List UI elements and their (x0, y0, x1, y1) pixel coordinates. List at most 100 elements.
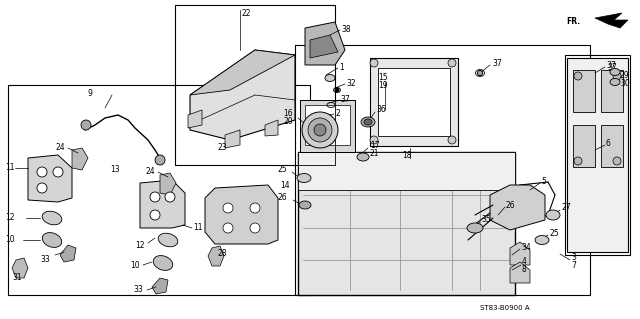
Ellipse shape (535, 235, 549, 244)
Text: 8: 8 (522, 265, 527, 275)
Ellipse shape (467, 223, 483, 233)
Text: ST83-B0900 A: ST83-B0900 A (480, 305, 530, 311)
Circle shape (250, 203, 260, 213)
Circle shape (53, 167, 63, 177)
Bar (298, 152, 515, 190)
Polygon shape (152, 278, 168, 294)
Circle shape (150, 192, 160, 202)
Polygon shape (510, 262, 530, 283)
Text: 33: 33 (133, 286, 143, 294)
Text: 24: 24 (55, 143, 65, 152)
Ellipse shape (158, 233, 178, 247)
Text: 25: 25 (549, 228, 559, 238)
Text: 12: 12 (5, 213, 15, 222)
Polygon shape (595, 13, 628, 28)
Polygon shape (72, 148, 88, 170)
Circle shape (250, 223, 260, 233)
Ellipse shape (299, 201, 311, 209)
Circle shape (223, 203, 233, 213)
Text: 31: 31 (12, 273, 22, 283)
Polygon shape (298, 152, 515, 295)
Ellipse shape (323, 116, 330, 120)
Text: 16: 16 (283, 108, 292, 117)
Text: 10: 10 (130, 261, 140, 270)
Ellipse shape (361, 117, 375, 127)
Text: 24: 24 (145, 167, 155, 175)
Circle shape (37, 183, 47, 193)
Text: 25: 25 (278, 166, 287, 174)
Ellipse shape (42, 211, 62, 225)
Ellipse shape (154, 256, 173, 271)
Ellipse shape (357, 153, 369, 161)
Bar (601, 125, 623, 167)
Bar (295, 45, 590, 295)
Circle shape (370, 136, 378, 144)
Polygon shape (208, 246, 224, 266)
Polygon shape (225, 130, 240, 148)
Text: 36: 36 (376, 106, 386, 115)
Bar (573, 125, 595, 167)
Polygon shape (60, 245, 76, 262)
Bar (601, 70, 623, 112)
Polygon shape (140, 180, 185, 228)
Text: 5: 5 (541, 176, 546, 186)
Circle shape (165, 192, 175, 202)
Text: 38: 38 (341, 25, 351, 33)
Text: 12: 12 (135, 241, 145, 249)
Polygon shape (188, 110, 202, 128)
Text: 30: 30 (620, 78, 630, 87)
Text: 32: 32 (346, 78, 356, 87)
Bar (8, 85, 310, 295)
Bar (305, 105, 350, 145)
Circle shape (370, 59, 378, 67)
Text: 11: 11 (193, 224, 202, 233)
Text: 18: 18 (402, 151, 412, 160)
Polygon shape (300, 100, 355, 152)
Circle shape (477, 70, 483, 76)
Polygon shape (190, 50, 295, 95)
Text: 7: 7 (571, 261, 576, 270)
Polygon shape (28, 155, 72, 202)
Circle shape (302, 112, 338, 148)
Bar (567, 58, 628, 252)
Text: 37: 37 (492, 58, 502, 68)
Polygon shape (510, 242, 530, 265)
Text: 29: 29 (620, 70, 630, 79)
Text: 4: 4 (522, 257, 527, 266)
Text: 26: 26 (506, 201, 516, 210)
Polygon shape (190, 50, 295, 140)
Text: 13: 13 (110, 166, 120, 174)
Polygon shape (265, 120, 278, 136)
Ellipse shape (546, 210, 560, 220)
Bar (370, 58, 458, 146)
Circle shape (448, 59, 456, 67)
Text: 27: 27 (561, 204, 571, 212)
Circle shape (37, 167, 47, 177)
Circle shape (613, 157, 621, 165)
Text: 35: 35 (481, 216, 491, 225)
Text: 15: 15 (378, 73, 388, 83)
Bar (175, 5, 335, 165)
Text: 37: 37 (340, 94, 349, 103)
Circle shape (448, 136, 456, 144)
Text: 22: 22 (242, 9, 252, 18)
Text: 23: 23 (218, 144, 228, 152)
Ellipse shape (610, 69, 620, 76)
Text: 20: 20 (283, 116, 292, 125)
Polygon shape (310, 35, 338, 58)
Polygon shape (305, 22, 345, 65)
Text: FR.: FR. (566, 18, 580, 26)
Text: 37: 37 (607, 63, 617, 71)
Ellipse shape (297, 174, 311, 182)
Circle shape (314, 124, 326, 136)
Circle shape (574, 157, 582, 165)
Text: 21: 21 (370, 149, 380, 158)
Circle shape (150, 210, 160, 220)
Bar (378, 68, 450, 136)
Text: 9: 9 (88, 90, 92, 99)
Text: 3: 3 (571, 254, 576, 263)
Ellipse shape (610, 78, 620, 85)
Text: 6: 6 (606, 138, 611, 147)
Text: 1: 1 (339, 63, 344, 71)
Polygon shape (490, 185, 545, 230)
